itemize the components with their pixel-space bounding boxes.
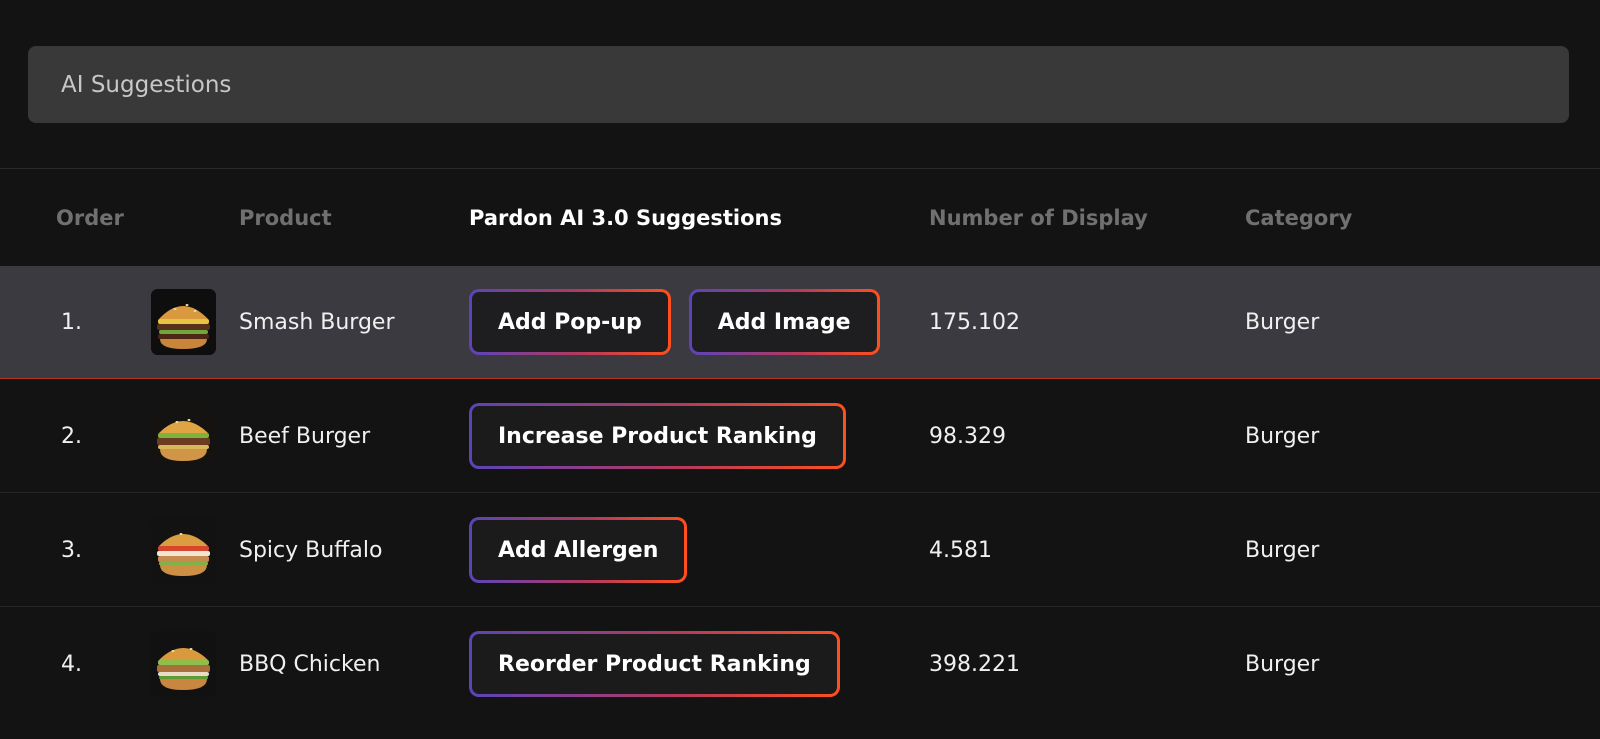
row-order: 1. <box>61 309 82 335</box>
table-row[interactable]: 3. Spicy Buffalo Add Allergen 4.581 Burg… <box>0 494 1600 607</box>
suggestion-actions: Add Allergen <box>469 517 688 583</box>
table-row[interactable]: 1. Smash Burger Add Pop-up Add Image 175… <box>0 266 1600 379</box>
ai-suggestions-title-bar: AI Suggestions <box>28 46 1569 123</box>
header-number-of-display: Number of Display <box>929 206 1148 230</box>
row-order: 2. <box>61 423 82 449</box>
row-category: Burger <box>1245 537 1320 563</box>
increase-product-ranking-button[interactable]: Increase Product Ranking <box>469 403 846 469</box>
row-order: 3. <box>61 537 82 563</box>
row-category: Burger <box>1245 309 1320 335</box>
header-divider <box>0 168 1600 169</box>
row-category: Burger <box>1245 423 1320 449</box>
reorder-product-ranking-button[interactable]: Reorder Product Ranking <box>469 631 840 697</box>
row-display-count: 398.221 <box>929 651 1020 677</box>
table-header: Order Product Pardon AI 3.0 Suggestions … <box>0 170 1600 266</box>
table-row[interactable]: 2. Beef Burger Increase Product Ranking … <box>0 380 1600 493</box>
table-row[interactable]: 4. BBQ Chicken Reorder Product Ranking 3… <box>0 608 1600 720</box>
suggestion-actions: Add Pop-up Add Image <box>469 289 880 355</box>
row-order: 4. <box>61 651 82 677</box>
header-order: Order <box>56 206 124 230</box>
row-display-count: 175.102 <box>929 309 1020 335</box>
burger-photo-icon <box>151 631 216 697</box>
add-image-button[interactable]: Add Image <box>688 289 880 355</box>
row-display-count: 98.329 <box>929 423 1006 449</box>
burger-photo-icon <box>151 403 216 469</box>
suggestion-actions: Increase Product Ranking <box>469 403 846 469</box>
row-display-count: 4.581 <box>929 537 992 563</box>
header-product: Product <box>239 206 332 230</box>
row-product-name: BBQ Chicken <box>239 651 381 677</box>
row-product-name: Smash Burger <box>239 309 395 335</box>
add-popup-button[interactable]: Add Pop-up <box>469 289 671 355</box>
add-allergen-button[interactable]: Add Allergen <box>469 517 688 583</box>
burger-photo-icon <box>151 517 216 583</box>
suggestion-actions: Reorder Product Ranking <box>469 631 840 697</box>
panel-title: AI Suggestions <box>61 71 232 98</box>
header-category: Category <box>1245 206 1353 230</box>
row-product-name: Beef Burger <box>239 423 371 449</box>
header-suggestions: Pardon AI 3.0 Suggestions <box>469 206 782 230</box>
row-product-name: Spicy Buffalo <box>239 537 383 563</box>
burger-photo-icon <box>151 289 216 355</box>
row-category: Burger <box>1245 651 1320 677</box>
